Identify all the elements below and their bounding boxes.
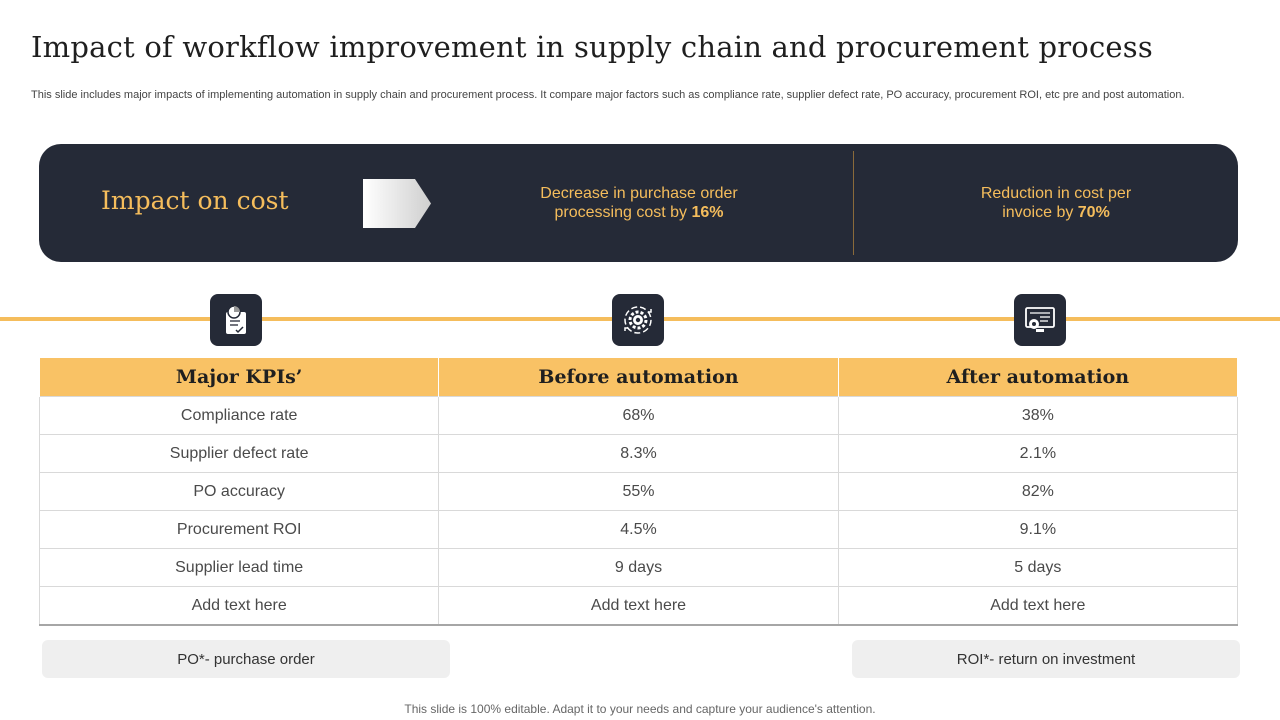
table-cell: 68%: [438, 396, 839, 435]
table-row: Compliance rate 68% 38%: [38, 396, 1239, 435]
footer-text: This slide is 100% editable. Adapt it to…: [404, 702, 876, 716]
table-cell: 38%: [837, 396, 1239, 435]
stat1-line2: processing cost by: [554, 204, 692, 221]
stat2-value: 70%: [1077, 204, 1110, 221]
banner-divider: [853, 151, 854, 255]
table-cell: 82%: [837, 472, 1239, 511]
table-row: PO accuracy 55% 82%: [38, 472, 1239, 511]
table-cell: 9 days: [438, 548, 839, 587]
table-cell: Procurement ROI: [38, 510, 440, 549]
stat-invoice-cost: Reduction in cost per invoice by 70%: [906, 184, 1206, 222]
column-header: Major KPIs’: [38, 358, 440, 397]
table-cell: Add text here: [38, 586, 440, 626]
page-title: Impact of workflow improvement in supply…: [31, 30, 1153, 64]
stat1-value: 16%: [691, 204, 724, 221]
table-row: Supplier lead time 9 days 5 days: [38, 548, 1239, 587]
clipboard-chart-icon: [210, 294, 262, 346]
table-cell: Supplier lead time: [38, 548, 440, 587]
table-cell: Add text here: [837, 586, 1239, 626]
stat-purchase-order-cost: Decrease in purchase order processing co…: [489, 184, 789, 222]
table-cell: 8.3%: [438, 434, 839, 473]
stat2-line2: invoice by: [1002, 204, 1078, 221]
stat1-line1: Decrease in purchase order: [540, 185, 738, 202]
page-subtitle: This slide includes major impacts of imp…: [31, 89, 1185, 101]
table-row: Add text here Add text here Add text her…: [38, 586, 1239, 626]
monitor-settings-icon: [1014, 294, 1066, 346]
table-row: Procurement ROI 4.5% 9.1%: [38, 510, 1239, 549]
kpi-table: Major KPIs’ Before automation After auto…: [38, 358, 1239, 626]
table-cell: 4.5%: [438, 510, 839, 549]
column-header: After automation: [837, 358, 1239, 397]
roi-definition-note: ROI*- return on investment: [852, 640, 1240, 678]
impact-banner: Impact on cost Decrease in purchase orde…: [39, 144, 1238, 262]
table-cell: PO accuracy: [38, 472, 440, 511]
banner-title: Impact on cost: [101, 186, 289, 215]
column-header: Before automation: [438, 358, 839, 397]
table-header-row: Major KPIs’ Before automation After auto…: [38, 358, 1239, 397]
table-cell: Compliance rate: [38, 396, 440, 435]
table-cell: 2.1%: [837, 434, 1239, 473]
po-definition-note: PO*- purchase order: [42, 640, 450, 678]
table-cell: Add text here: [438, 586, 839, 626]
gear-cycle-icon: [612, 294, 664, 346]
table-cell: 55%: [438, 472, 839, 511]
table-cell: 9.1%: [837, 510, 1239, 549]
table-cell: Supplier defect rate: [38, 434, 440, 473]
stat2-line1: Reduction in cost per: [980, 185, 1132, 202]
table-cell: 5 days: [837, 548, 1239, 587]
table-row: Supplier defect rate 8.3% 2.1%: [38, 434, 1239, 473]
arrow-icon: [363, 179, 431, 228]
